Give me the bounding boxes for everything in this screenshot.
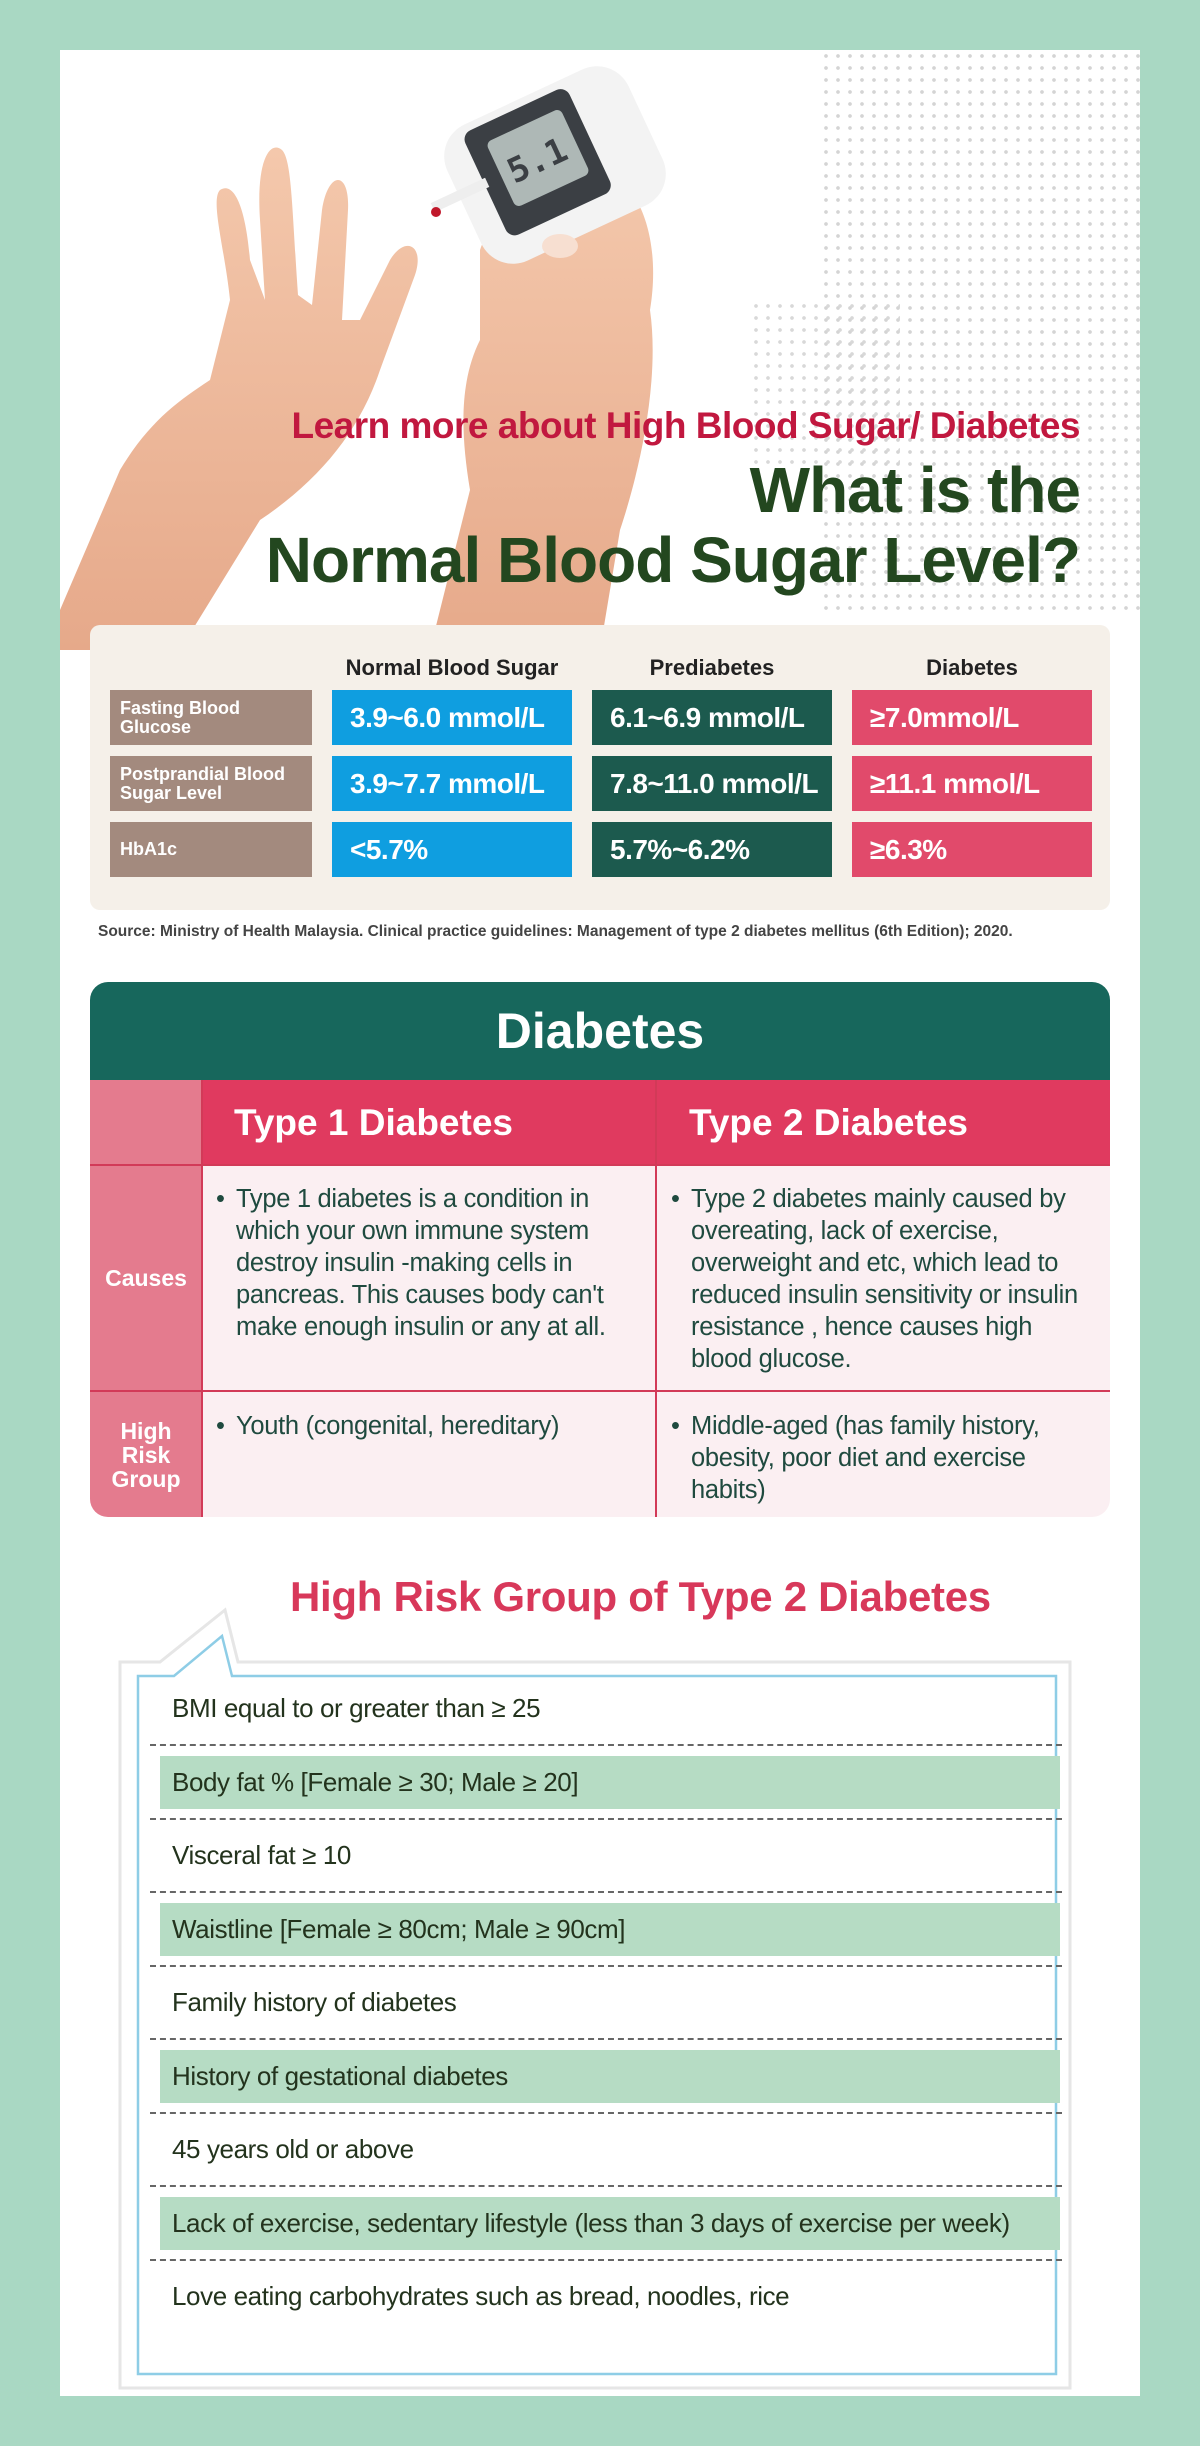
type2-header: Type 2 Diabetes <box>657 1080 1110 1165</box>
type1-risk-cell: • Youth (congenital, hereditary) <box>202 1392 655 1517</box>
dashed-divider <box>150 2185 1062 2187</box>
page-title: What is the Normal Blood Sugar Level? <box>265 454 1081 596</box>
highlight-band <box>160 1902 1060 1956</box>
bullet: • <box>216 1185 225 1213</box>
risk-section-title: High Risk Group of Type 2 Diabetes <box>290 1573 991 1620</box>
dashed-divider <box>150 2111 1062 2114</box>
levels-row-hba1c: HbA1c <5.7% 5.7%~6.2% ≥6.3% <box>110 822 1095 877</box>
type1-header: Type 1 Diabetes <box>202 1080 655 1165</box>
dashed-divider <box>150 1817 1062 1820</box>
risk-factor-text: Family history of diabetes <box>172 1987 457 2017</box>
risk-factor-item: Waistline [Female ≥ 80cm; Male ≥ 90cm] <box>160 1902 1060 1956</box>
dashed-divider <box>150 2258 1062 2261</box>
risk-factor-text: Lack of exercise, sedentary lifestyle (l… <box>172 2207 1010 2238</box>
table-title: Diabetes <box>90 982 1110 1080</box>
risk-factor-item: Visceral fat ≥ 10 <box>160 1829 1060 1882</box>
column-header-diabetes: Diabetes <box>926 655 1018 680</box>
risk-factor-text: History of gestational diabetes <box>172 2060 508 2091</box>
prediabetes-value: 5.7%~6.2% <box>592 822 832 877</box>
risk-factor-text: Visceral fat ≥ 10 <box>172 1840 351 1870</box>
risk-factor-text: Body fat % [Female ≥ 30; Male ≥ 20] <box>172 1766 579 1797</box>
kicker-heading: Learn more about High Blood Sugar/ Diabe… <box>291 405 1081 446</box>
levels-row-fasting: Fasting Blood Glucose 3.9~6.0 mmol/L 6.1… <box>110 690 1095 745</box>
normal-value: <5.7% <box>332 822 572 877</box>
risk-factor-text: BMI equal to or greater than ≥ 25 <box>172 1693 541 1723</box>
normal-value: 3.9~7.7 mmol/L <box>332 756 572 811</box>
row-label: Postprandial Blood Sugar Level <box>110 756 312 811</box>
levels-row-postprandial: Postprandial Blood Sugar Level 3.9~7.7 m… <box>110 756 1095 811</box>
bullet: • <box>671 1412 680 1440</box>
risk-factor-item: Love eating carbohydrates such as bread,… <box>160 2270 1060 2323</box>
highlight-band <box>160 2196 1060 2250</box>
source-citation: Source: Ministry of Health Malaysia. Cli… <box>98 923 1013 940</box>
type2-causes-text: Type 2 diabetes mainly caused by overeat… <box>691 1185 1078 1373</box>
divider <box>90 1390 1110 1392</box>
hands-glucose-meter-illustration: 5.1 <box>60 66 666 650</box>
type1-risk-text: Youth (congenital, hereditary) <box>236 1412 560 1440</box>
risk-factor-item: History of gestational diabetes <box>160 2049 1060 2103</box>
risk-factor-text: Love eating carbohydrates such as bread,… <box>172 2281 790 2311</box>
risk-factor-item: Lack of exercise, sedentary lifestyle (l… <box>160 2196 1060 2250</box>
column-header-prediabetes: Prediabetes <box>649 655 775 680</box>
dashed-divider <box>150 1964 1062 1967</box>
divider <box>90 1164 1110 1166</box>
bullet: • <box>216 1412 225 1440</box>
title-line-1: What is the <box>749 454 1081 526</box>
row-label: Fasting Blood Glucose <box>110 690 312 745</box>
risk-factor-item: 45 years old or above <box>160 2123 1060 2176</box>
title-line-2: Normal Blood Sugar Level? <box>265 524 1081 596</box>
diabetes-value: ≥11.1 mmol/L <box>852 756 1092 811</box>
column-header-normal: Normal Blood Sugar <box>345 655 559 680</box>
risk-factor-text: 45 years old or above <box>172 2134 414 2164</box>
blood-sugar-levels-table: Normal Blood Sugar Prediabetes Diabetes … <box>90 625 1110 910</box>
risk-factor-item: Body fat % [Female ≥ 30; Male ≥ 20] <box>160 1755 1060 1809</box>
divider <box>201 1080 203 1517</box>
type2-risk-cell: • Middle-aged (has family history, obesi… <box>657 1392 1110 1517</box>
risk-group-label: High Risk Group <box>90 1392 202 1517</box>
dashed-divider <box>150 2038 1062 2040</box>
type1-causes-text: Type 1 diabetes is a condition in which … <box>236 1185 606 1341</box>
type1-causes-cell: • Type 1 diabetes is a condition in whic… <box>202 1165 655 1390</box>
causes-label: Causes <box>90 1165 202 1390</box>
divider <box>655 1080 657 1517</box>
corner-cell <box>90 1080 202 1165</box>
type2-risk-text: Middle-aged (has family history, obesity… <box>691 1412 1040 1504</box>
prediabetes-value: 7.8~11.0 mmol/L <box>592 756 832 811</box>
risk-factor-item: BMI equal to or greater than ≥ 25 <box>160 1682 1060 1735</box>
highlight-band <box>160 1755 1060 1809</box>
dashed-divider <box>150 1744 1062 1746</box>
highlight-band <box>160 2049 1060 2103</box>
infographic-page: 5.1 Learn more about High Blood Sugar/ D… <box>60 50 1140 2396</box>
risk-factor-item: Family history of diabetes <box>160 1976 1060 2029</box>
prediabetes-value: 6.1~6.9 mmol/L <box>592 690 832 745</box>
bullet: • <box>671 1185 680 1213</box>
risk-factor-text: Waistline [Female ≥ 80cm; Male ≥ 90cm] <box>172 1913 626 1944</box>
dot-pattern <box>750 300 900 470</box>
diabetes-types-table: Diabetes Type 1 Diabetes Type 2 Diabetes… <box>90 982 1110 1517</box>
diabetes-value: ≥6.3% <box>852 822 1092 877</box>
type2-causes-cell: • Type 2 diabetes mainly caused by overe… <box>657 1165 1110 1390</box>
diabetes-value: ≥7.0mmol/L <box>852 690 1092 745</box>
normal-value: 3.9~6.0 mmol/L <box>332 690 572 745</box>
dashed-divider <box>150 1891 1062 1893</box>
row-label: HbA1c <box>110 822 312 877</box>
